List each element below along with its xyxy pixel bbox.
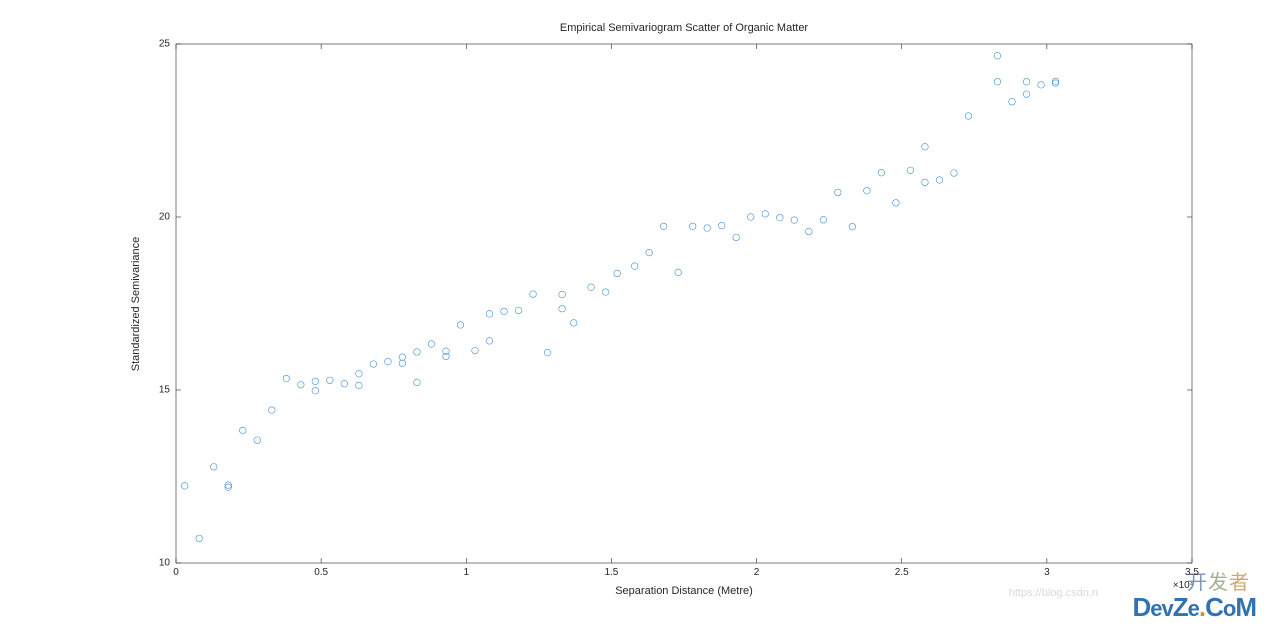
y-tick-label: 25 <box>159 39 170 50</box>
data-point <box>457 322 464 329</box>
data-point <box>675 269 682 276</box>
y-tick-label: 15 <box>159 385 170 396</box>
data-point <box>878 169 885 176</box>
scatter-chart <box>0 0 1268 627</box>
data-point <box>399 360 406 367</box>
data-point <box>486 338 493 345</box>
data-point <box>907 167 914 174</box>
data-point <box>298 382 305 389</box>
data-point <box>588 284 595 291</box>
watermark-cn-char: 者 <box>1229 572 1250 594</box>
data-point <box>327 377 334 384</box>
y-tick-label: 10 <box>159 558 170 569</box>
data-point <box>1023 91 1030 98</box>
data-point <box>399 354 406 361</box>
chart-container: Empirical Semivariogram Scatter of Organ… <box>0 0 1268 627</box>
data-point <box>1023 78 1030 85</box>
data-point <box>776 214 783 221</box>
data-point <box>570 320 577 327</box>
data-point <box>689 223 696 230</box>
data-point <box>356 370 363 377</box>
data-point <box>806 228 813 235</box>
y-tick-label: 20 <box>159 212 170 223</box>
data-point <box>239 427 246 434</box>
x-axis-label: Separation Distance (Metre) <box>615 585 753 597</box>
data-point <box>864 187 871 194</box>
data-point <box>1052 80 1059 87</box>
data-point <box>181 483 188 490</box>
data-point <box>530 291 537 298</box>
data-point <box>414 379 421 386</box>
watermark-cn-char: 发 <box>1208 572 1229 594</box>
data-point <box>370 361 377 368</box>
data-point <box>312 387 319 394</box>
data-point <box>443 348 450 355</box>
data-point <box>994 52 1001 59</box>
watermark-en-logo: DevZe.CoM <box>1132 592 1256 623</box>
data-point <box>385 358 392 365</box>
data-point <box>614 270 621 277</box>
data-point <box>443 353 450 360</box>
data-point <box>283 375 290 382</box>
data-point <box>268 407 275 414</box>
data-point <box>341 380 348 387</box>
data-point <box>544 349 551 356</box>
data-point <box>602 289 609 296</box>
data-point <box>254 437 261 444</box>
data-point <box>472 347 479 354</box>
data-point <box>210 464 217 471</box>
x-tick-label: 3.5 <box>1185 567 1199 578</box>
x-tick-label: 0.5 <box>314 567 328 578</box>
data-point <box>893 200 900 207</box>
data-point <box>733 234 740 241</box>
data-point <box>922 143 929 150</box>
data-point <box>791 217 798 224</box>
data-point <box>835 189 842 196</box>
data-point <box>486 311 493 318</box>
data-point <box>660 223 667 230</box>
data-point <box>849 223 856 230</box>
x-tick-label: 3 <box>1044 567 1050 578</box>
data-point <box>646 249 653 256</box>
data-point <box>428 341 435 348</box>
data-point <box>501 308 508 315</box>
data-point <box>922 179 929 186</box>
x-tick-label: 0 <box>173 567 179 578</box>
data-point <box>312 378 319 385</box>
data-point <box>414 349 421 356</box>
x-tick-label: 2 <box>754 567 760 578</box>
data-point <box>631 263 638 270</box>
x-tick-label: 1.5 <box>604 567 618 578</box>
y-axis-label: Standardized Semivariance <box>130 236 142 371</box>
chart-title: Empirical Semivariogram Scatter of Organ… <box>560 22 808 34</box>
x-tick-label: 2.5 <box>895 567 909 578</box>
data-point <box>559 291 566 298</box>
data-point <box>515 307 522 314</box>
data-point <box>965 113 972 120</box>
data-point <box>951 170 958 177</box>
watermark-url: https://blog.csdn.n <box>1009 587 1098 599</box>
data-point <box>994 78 1001 85</box>
data-point <box>747 214 754 221</box>
data-point <box>936 177 943 184</box>
data-point <box>1038 82 1045 89</box>
data-point <box>704 225 711 232</box>
data-point <box>1052 78 1059 85</box>
data-point <box>820 216 827 223</box>
data-point <box>718 222 725 229</box>
data-point <box>1009 98 1016 105</box>
x-tick-label: 1 <box>464 567 470 578</box>
data-point <box>196 535 203 542</box>
data-point <box>559 305 566 312</box>
data-point <box>762 211 769 218</box>
data-point <box>356 382 363 389</box>
